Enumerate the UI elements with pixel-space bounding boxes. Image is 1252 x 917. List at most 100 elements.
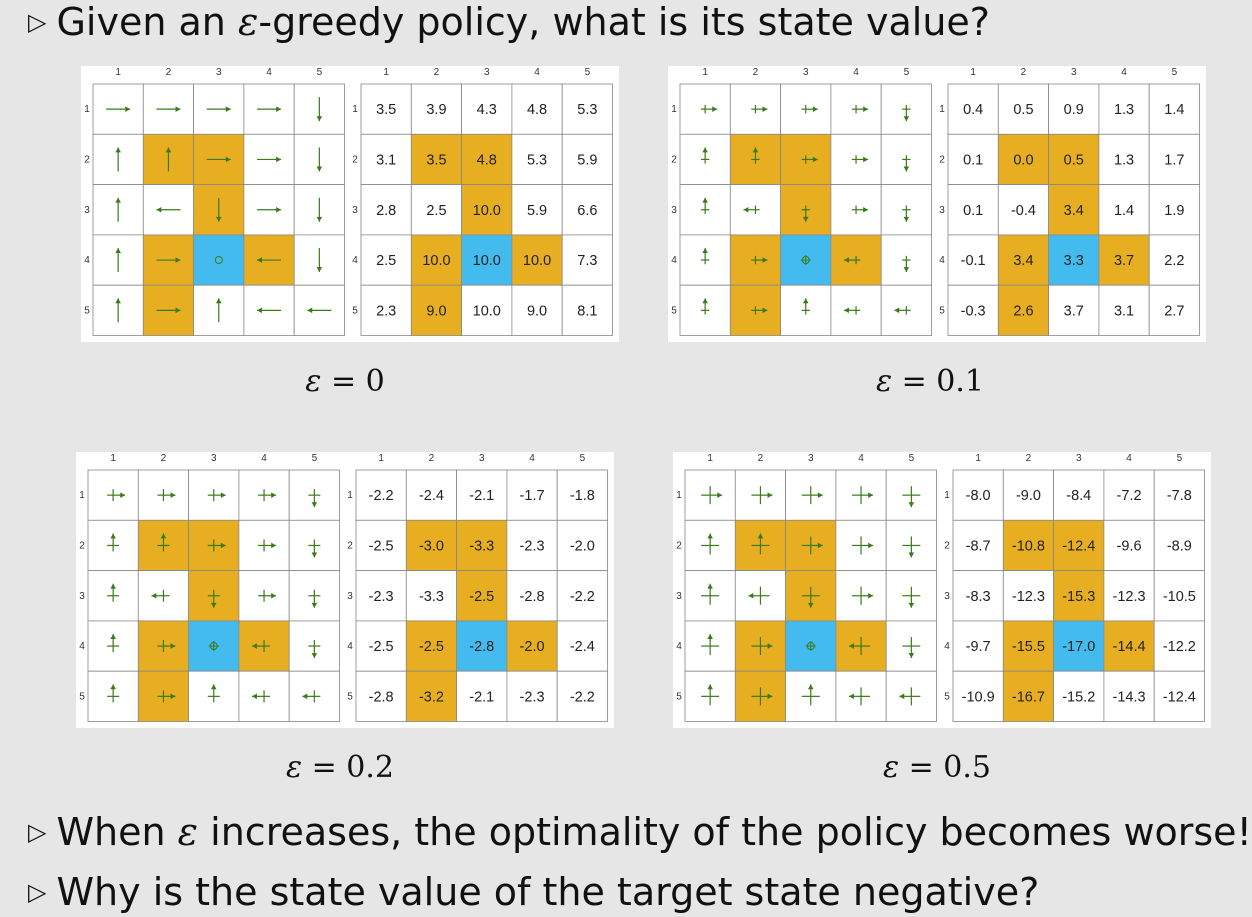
policy-arrow-icon [851, 205, 869, 214]
column-label: 2 [753, 67, 759, 78]
grid-cell [1053, 469, 1105, 521]
policy-arrow-icon [844, 255, 861, 265]
state-value: 2.5 [376, 253, 396, 269]
column-label: 5 [904, 67, 910, 78]
state-value: 3.1 [376, 152, 396, 168]
grid-cell [1153, 469, 1205, 521]
state-value: 3.5 [426, 152, 446, 168]
grid-cell [997, 184, 1049, 236]
state-value: -12.4 [1062, 538, 1095, 554]
state-value: -14.4 [1113, 639, 1146, 655]
state-value: -2.5 [469, 589, 494, 605]
policy-arrow-icon [801, 536, 823, 555]
grid-cell [360, 184, 412, 236]
state-value: -12.2 [1163, 639, 1196, 655]
grid-cell [1002, 670, 1054, 722]
state-value: -2.4 [419, 488, 444, 504]
state-value: 0.5 [1013, 102, 1033, 118]
gridworld-figure: 1 2 3 4 5 1 2 3 4 5 1 2 3 4 5 1 2 3 4 5 3.5 3.9 4.3 4.8 5.3 3.1 3.… [84, 67, 613, 336]
column-label: 2 [434, 67, 440, 78]
bullet-question-eps-greedy: ▷ Given an ε-greedy policy, what is its s… [28, 0, 990, 44]
state-value: -2.5 [369, 639, 394, 655]
grid-cell [1103, 469, 1155, 521]
row-label: 2 [939, 154, 945, 165]
grid-cell [561, 284, 613, 336]
state-value: -2.5 [419, 639, 444, 655]
column-label: 4 [266, 67, 272, 78]
policy-arrow-icon [894, 306, 911, 315]
grid-cell [360, 133, 412, 186]
grid-cell [561, 83, 613, 135]
state-value: 9.0 [527, 303, 547, 319]
policy-arrow-icon [844, 306, 861, 315]
grid-cell [947, 133, 999, 186]
policy-arrow-icon [302, 690, 321, 703]
policy-arrow-icon [215, 298, 222, 323]
policy-arrow-icon [700, 104, 718, 114]
grid-cell [1002, 570, 1054, 622]
policy-arrow-icon [801, 486, 823, 505]
policy-arrow-icon [849, 687, 871, 706]
state-value: -2.2 [369, 488, 394, 504]
row-label: 2 [676, 540, 682, 551]
policy-arrow-icon [801, 104, 818, 114]
grid-cell [997, 133, 1049, 186]
policy-arrow-icon [801, 586, 820, 608]
policy-arrow-icon [751, 104, 768, 114]
gridworld-figure: 1 2 3 4 5 1 2 3 4 5 1 2 3 4 5 1 2 3 4 5 0.4 0.5 0.9 1.3 1.4 0.1 0.… [671, 67, 1200, 336]
grid-cell [997, 234, 1049, 286]
column-label: 2 [1021, 67, 1027, 78]
row-label: 3 [79, 591, 85, 602]
policy-arrow-icon [207, 539, 226, 552]
grid-cell [1148, 184, 1200, 236]
state-value: -10.9 [962, 689, 995, 705]
row-label: 5 [352, 305, 358, 316]
policy-arrow-icon [157, 690, 176, 703]
state-value: -15.3 [1062, 589, 1095, 605]
grid-cell [511, 83, 563, 135]
value-grid: 1 2 3 4 5 1 2 3 4 5 3.5 3.9 4.3 4.8 5.3 3.1 3.5 4.8 5.3 5.9… [352, 67, 613, 336]
policy-arrow-icon [107, 684, 120, 703]
grid-cell [410, 133, 462, 186]
row-label: 3 [347, 591, 353, 602]
column-label: 1 [115, 67, 121, 78]
policy-arrow-icon [206, 156, 231, 163]
policy-arrow-icon [751, 637, 773, 656]
policy-arrow-icon [308, 589, 321, 608]
state-value: 1.4 [1164, 102, 1184, 118]
policy-arrow-icon [207, 684, 220, 703]
state-value: -3.0 [419, 538, 444, 554]
grid-cell [830, 184, 882, 236]
policy-arrow-icon [156, 206, 181, 213]
policy-arrow-icon [751, 687, 773, 706]
policy-arrow-icon [751, 533, 770, 555]
state-value: -2.8 [469, 639, 494, 655]
policy-arrow-icon [107, 489, 126, 502]
state-value: -7.8 [1167, 488, 1192, 504]
caption-eps-0-2: ε = 0.2 [285, 750, 395, 785]
state-value: 1.7 [1164, 152, 1184, 168]
state-value: -3.3 [419, 589, 444, 605]
grid-cell [561, 234, 613, 286]
policy-arrow-icon [902, 255, 911, 273]
row-label: 1 [671, 104, 677, 115]
state-value: -7.2 [1117, 488, 1142, 504]
state-value: -2.3 [520, 538, 545, 554]
state-value: 3.4 [1064, 203, 1084, 219]
state-value: 0.9 [1064, 102, 1084, 118]
grid-cell [355, 519, 407, 572]
state-value: -2.8 [520, 589, 545, 605]
policy-arrow-icon [902, 205, 911, 222]
panel-eps-0-1: 1 2 3 4 5 1 2 3 4 5 1 2 3 4 5 1 2 3 4 5 0.4 0.5 0.9 1.3 1.4 0.1 0.… [668, 66, 1206, 342]
policy-arrow-icon [701, 583, 720, 605]
policy-arrow-icon [852, 586, 874, 605]
row-label: 1 [84, 104, 90, 115]
row-label: 2 [79, 540, 85, 551]
policy-arrow-icon [316, 147, 323, 172]
row-label: 3 [939, 205, 945, 216]
grid-cell [506, 620, 558, 672]
row-label: 5 [79, 691, 85, 702]
column-label: 3 [216, 67, 222, 78]
grid-cell [1048, 133, 1100, 186]
grid-cell [405, 620, 457, 672]
